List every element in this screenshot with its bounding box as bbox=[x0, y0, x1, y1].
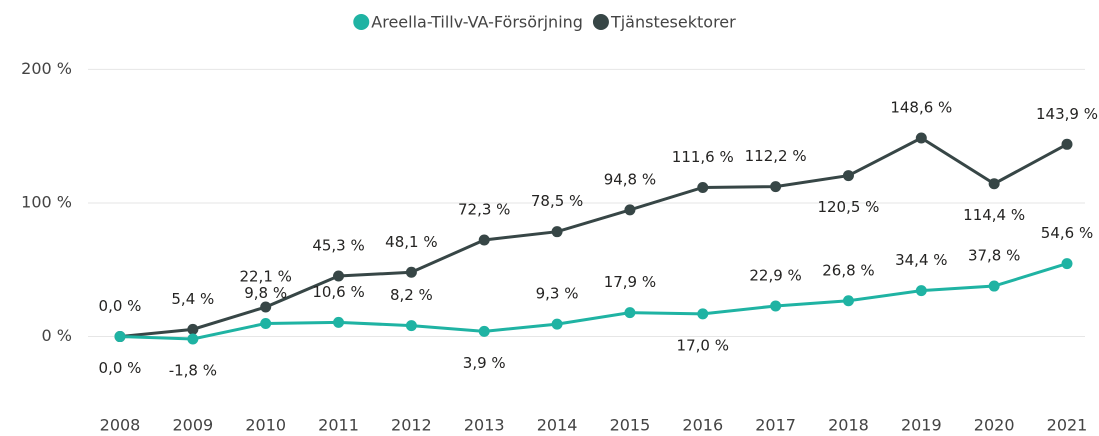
data-label: 54,6 % bbox=[1041, 224, 1093, 242]
data-label: 45,3 % bbox=[312, 237, 364, 255]
x-tick-label: 2016 bbox=[682, 416, 723, 435]
data-label: 10,6 % bbox=[312, 283, 364, 301]
x-tick-label: 2011 bbox=[318, 416, 359, 435]
data-label: 5,4 % bbox=[171, 290, 214, 308]
data-label: 112,2 % bbox=[745, 147, 807, 165]
data-label: 111,6 % bbox=[672, 148, 734, 166]
x-tick-label: 2014 bbox=[537, 416, 578, 435]
legend-label: Areella-Tillv-VA-Försörjning bbox=[371, 13, 583, 32]
data-label: 120,5 % bbox=[817, 198, 879, 216]
point bbox=[988, 280, 1000, 292]
point bbox=[405, 266, 417, 278]
point bbox=[988, 178, 1000, 190]
data-label: 3,9 % bbox=[463, 354, 506, 372]
point bbox=[333, 316, 345, 328]
data-label: 94,8 % bbox=[604, 170, 656, 188]
data-label: 9,8 % bbox=[244, 284, 287, 302]
point bbox=[478, 325, 490, 337]
series-line bbox=[119, 262, 1068, 341]
point bbox=[770, 300, 782, 312]
series-line bbox=[119, 136, 1068, 339]
x-tick-label: 2020 bbox=[974, 416, 1015, 435]
data-label: 78,5 % bbox=[531, 192, 583, 210]
data-label: 26,8 % bbox=[822, 261, 874, 279]
point bbox=[187, 333, 199, 345]
x-tick-label: 2012 bbox=[391, 416, 432, 435]
point bbox=[260, 317, 272, 329]
x-tick-label: 2018 bbox=[828, 416, 869, 435]
point bbox=[114, 331, 126, 343]
data-label: 0,0 % bbox=[99, 297, 142, 315]
y-tick-label: 200 % bbox=[21, 59, 72, 78]
x-tick-label: 2015 bbox=[610, 416, 651, 435]
legend-marker bbox=[353, 14, 370, 30]
point bbox=[770, 181, 782, 193]
point bbox=[1061, 258, 1073, 270]
data-label: 143,9 % bbox=[1036, 105, 1098, 123]
x-tick-label: 2010 bbox=[245, 416, 286, 435]
point bbox=[478, 234, 490, 246]
legend-marker bbox=[592, 14, 609, 30]
data-label: 0,0 % bbox=[99, 359, 142, 377]
point bbox=[624, 307, 636, 319]
data-label: 34,4 % bbox=[895, 251, 947, 269]
data-label: -1,8 % bbox=[169, 361, 217, 379]
x-tick-label: 2019 bbox=[901, 416, 942, 435]
point bbox=[697, 308, 709, 320]
y-tick-label: 0 % bbox=[42, 326, 72, 345]
point bbox=[405, 320, 417, 332]
data-label: 17,9 % bbox=[604, 273, 656, 291]
legend-label: Tjänstesektorer bbox=[610, 13, 736, 32]
data-label: 8,2 % bbox=[390, 286, 433, 304]
x-tick-label: 2009 bbox=[172, 416, 213, 435]
point bbox=[333, 270, 345, 282]
data-label: 48,1 % bbox=[385, 233, 437, 251]
point bbox=[915, 132, 927, 144]
x-tick-label: 2021 bbox=[1047, 416, 1088, 435]
point bbox=[551, 318, 563, 330]
point bbox=[551, 226, 563, 238]
data-label: 114,4 % bbox=[963, 206, 1025, 224]
data-label: 17,0 % bbox=[677, 336, 729, 354]
point bbox=[842, 295, 854, 307]
point bbox=[260, 301, 272, 313]
point bbox=[915, 285, 927, 297]
point bbox=[187, 323, 199, 335]
data-label: 148,6 % bbox=[890, 99, 952, 117]
data-label: 72,3 % bbox=[458, 200, 510, 218]
data-label: 9,3 % bbox=[536, 285, 579, 303]
point bbox=[624, 204, 636, 216]
y-tick-label: 100 % bbox=[21, 192, 72, 211]
point bbox=[697, 181, 709, 193]
x-tick-label: 2008 bbox=[100, 416, 141, 435]
x-tick-label: 2013 bbox=[464, 416, 505, 435]
point bbox=[1061, 138, 1073, 150]
data-label: 37,8 % bbox=[968, 247, 1020, 265]
data-label: 22,1 % bbox=[239, 268, 291, 286]
point bbox=[842, 170, 854, 182]
data-label: 22,9 % bbox=[749, 266, 801, 284]
x-tick-label: 2017 bbox=[755, 416, 796, 435]
